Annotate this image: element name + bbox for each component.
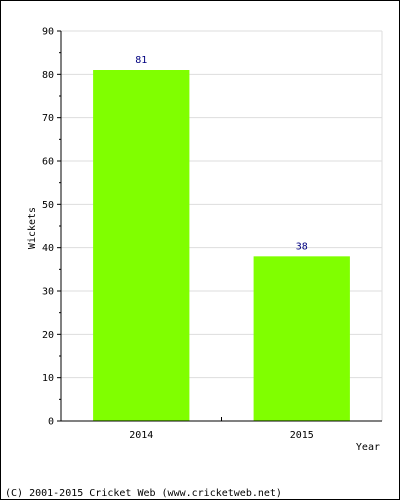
- y-tick-label: 20: [42, 330, 54, 341]
- x-tick-label: 2015: [290, 430, 314, 441]
- x-tick-labels: 2014 2015: [129, 430, 314, 441]
- x-tick-label: 2014: [129, 430, 153, 441]
- bars: [93, 70, 350, 421]
- y-tick-label: 70: [42, 113, 54, 124]
- x-axis-title: Year: [356, 442, 380, 453]
- data-label: 81: [135, 55, 147, 66]
- y-axis-title: Wickets: [27, 207, 38, 249]
- y-tick-label: 30: [42, 287, 54, 298]
- y-tick-label: 60: [42, 157, 54, 168]
- bar-2015: [253, 256, 350, 421]
- y-tick-label: 40: [42, 243, 54, 254]
- copyright-footer: (C) 2001-2015 Cricket Web (www.cricketwe…: [5, 488, 282, 499]
- y-tick-label: 50: [42, 200, 54, 211]
- y-tick-label: 90: [42, 27, 54, 38]
- y-tick-label: 80: [42, 70, 54, 81]
- data-label: 38: [296, 241, 308, 252]
- y-tick-label: 0: [48, 417, 54, 428]
- bar-2014: [93, 70, 190, 421]
- y-tick-labels: 0 10 20 30 40 50 60 70 80 90: [42, 27, 54, 428]
- y-tick-label: 10: [42, 373, 54, 384]
- axes: [57, 30, 382, 422]
- data-labels: 81 38: [135, 55, 308, 252]
